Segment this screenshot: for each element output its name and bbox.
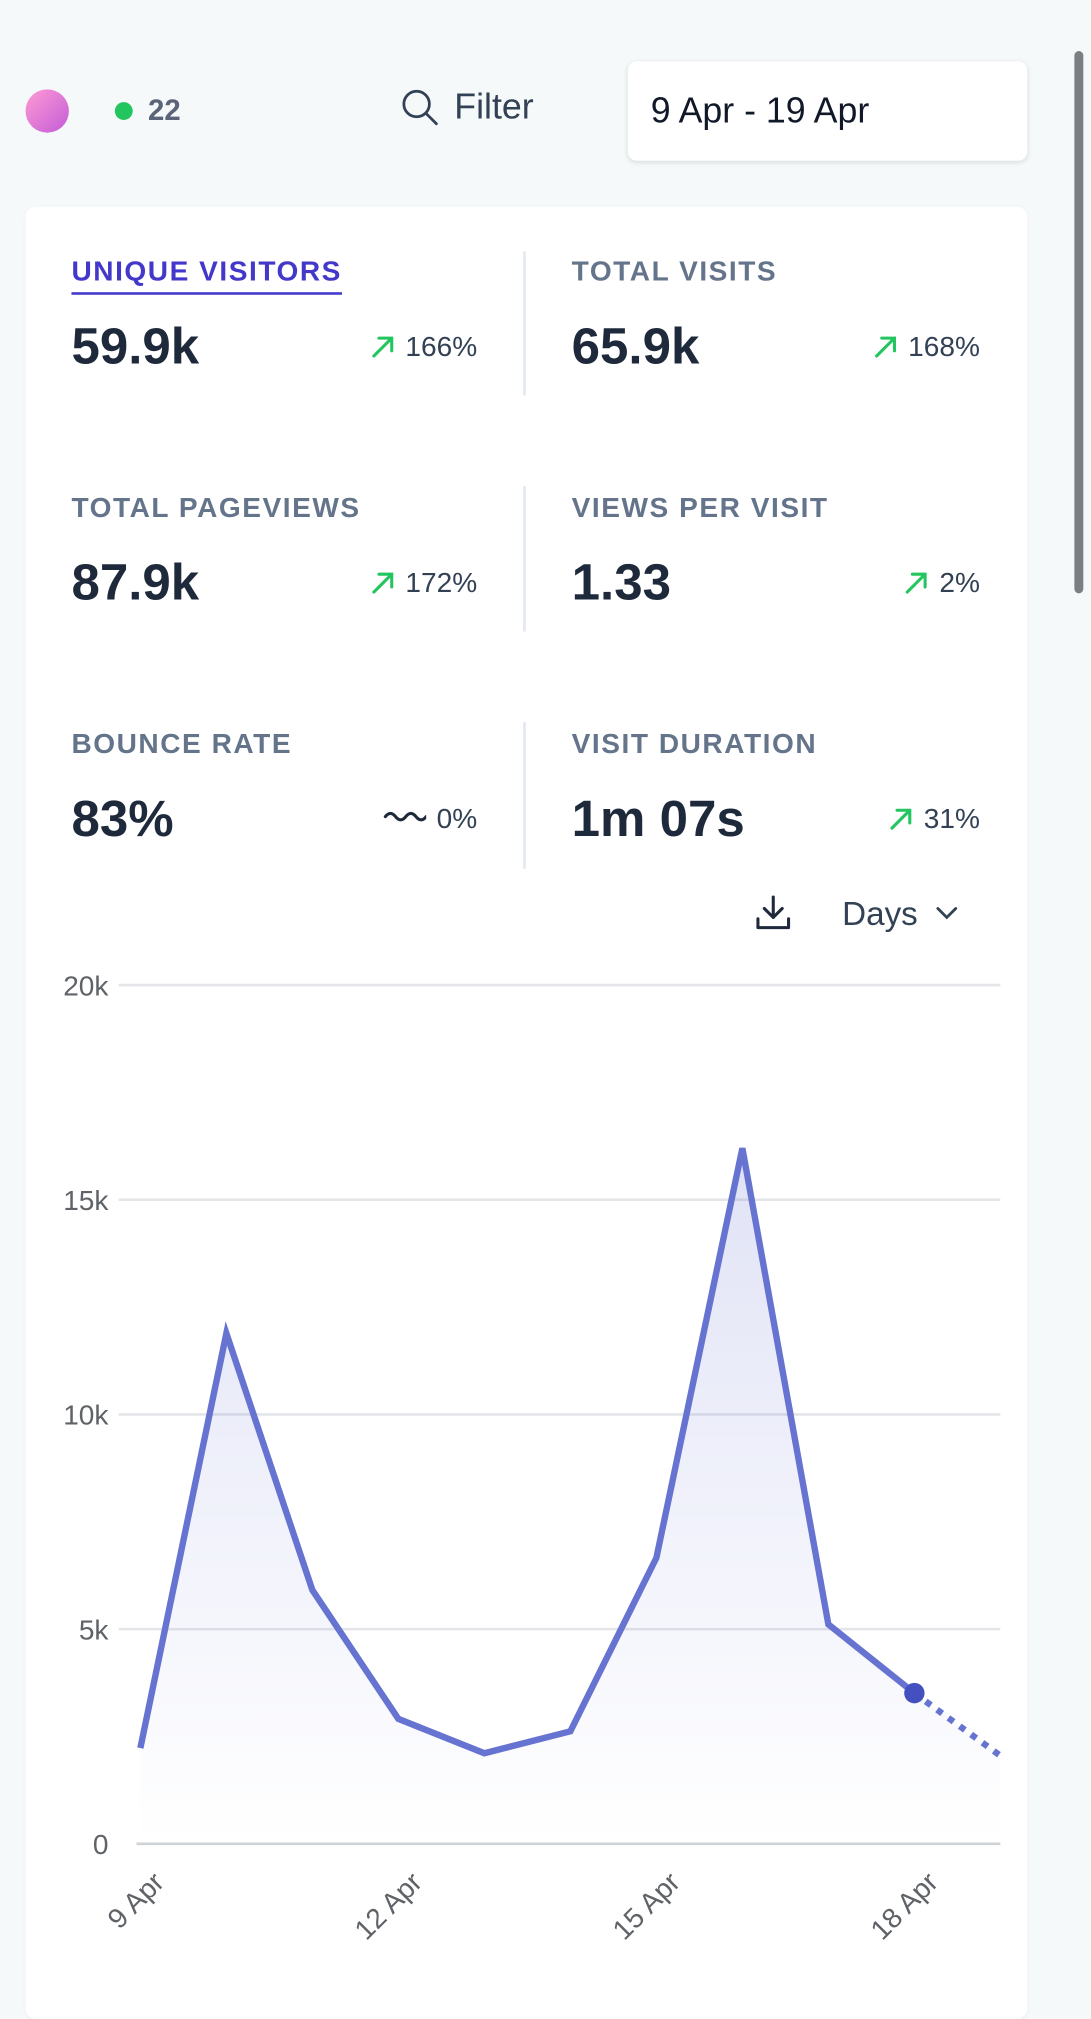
stat-label[interactable]: VIEWS PER VISIT <box>571 491 829 524</box>
series-line <box>137 1147 917 1757</box>
x-tick-label: 18 Apr <box>865 1866 944 1945</box>
arrow-up-right-icon <box>905 572 927 594</box>
area-fill <box>140 1148 1001 1844</box>
y-tick-label: 15k <box>63 1185 109 1216</box>
stat-change-value: 31% <box>923 802 980 835</box>
stat-value: 65.9k <box>571 319 700 376</box>
arrow-up-right-icon <box>371 336 393 358</box>
filter-button[interactable]: Filter <box>401 87 534 128</box>
interval-dropdown[interactable]: Days <box>842 894 958 934</box>
stat-value: 83% <box>71 791 174 848</box>
y-tick-label: 5k <box>79 1614 110 1645</box>
x-tick-label: 12 Apr <box>349 1866 428 1945</box>
stat-label[interactable]: TOTAL VISITS <box>571 255 778 288</box>
x-tick-label: 15 Apr <box>607 1866 686 1945</box>
stat-change: 0% <box>222 803 477 836</box>
x-tick-label: 9 Apr <box>102 1866 170 1934</box>
stat-change-value: 172% <box>405 566 478 599</box>
download-icon[interactable] <box>753 893 794 934</box>
chevron-down-icon <box>936 907 958 920</box>
live-indicator-icon <box>114 102 133 120</box>
filter-label: Filter <box>454 86 534 127</box>
stat-value: 87.9k <box>71 555 200 612</box>
stat-value: 1.33 <box>571 555 671 612</box>
stat-label[interactable]: TOTAL PAGEVIEWS <box>71 491 361 524</box>
y-tick-label: 10k <box>63 1400 109 1431</box>
stat-change: 166% <box>222 330 477 363</box>
chart-controls: Days <box>753 893 959 934</box>
stat-value: 59.9k <box>71 319 200 376</box>
stat-change-value: 168% <box>908 330 980 363</box>
y-tick-label: 0 <box>93 1829 109 1860</box>
arrow-up-right-icon <box>874 336 896 358</box>
arrow-up-right-icon <box>371 572 393 594</box>
visitors-line-chart[interactable]: 0 5k 10k 15k 20k 9 Apr 12 Apr 15 Apr 18 Apr <box>0 944 1091 2001</box>
stat-label[interactable]: BOUNCE RATE <box>71 727 293 760</box>
stat-change-value: 166% <box>405 330 478 363</box>
stat-divider <box>523 251 526 396</box>
stat-change: 172% <box>222 567 477 600</box>
site-avatar[interactable] <box>25 89 69 133</box>
interval-label: Days <box>842 893 918 933</box>
y-tick-label: 20k <box>63 970 109 1001</box>
date-range-picker[interactable]: 9 Apr - 19 Apr <box>627 61 1028 161</box>
series-line-partial <box>912 1690 1003 1759</box>
stat-change: 31% <box>725 803 980 836</box>
current-visitors-count[interactable]: 22 <box>148 93 181 127</box>
stat-label[interactable]: VISIT DURATION <box>571 727 818 760</box>
wave-flat-icon <box>384 811 427 822</box>
stat-change: 168% <box>725 330 980 363</box>
stat-label[interactable]: UNIQUE VISITORS <box>71 255 342 295</box>
stat-divider <box>523 722 526 869</box>
search-icon <box>402 89 438 126</box>
stat-divider <box>523 486 526 632</box>
arrow-up-right-icon <box>890 808 912 830</box>
scrollbar[interactable] <box>1074 51 1084 594</box>
stat-change: 2% <box>725 567 980 600</box>
stat-change-value: 2% <box>939 566 980 599</box>
stat-change-value: 0% <box>436 802 478 835</box>
stat-value: 1m 07s <box>571 791 745 848</box>
data-point <box>904 1682 925 1704</box>
